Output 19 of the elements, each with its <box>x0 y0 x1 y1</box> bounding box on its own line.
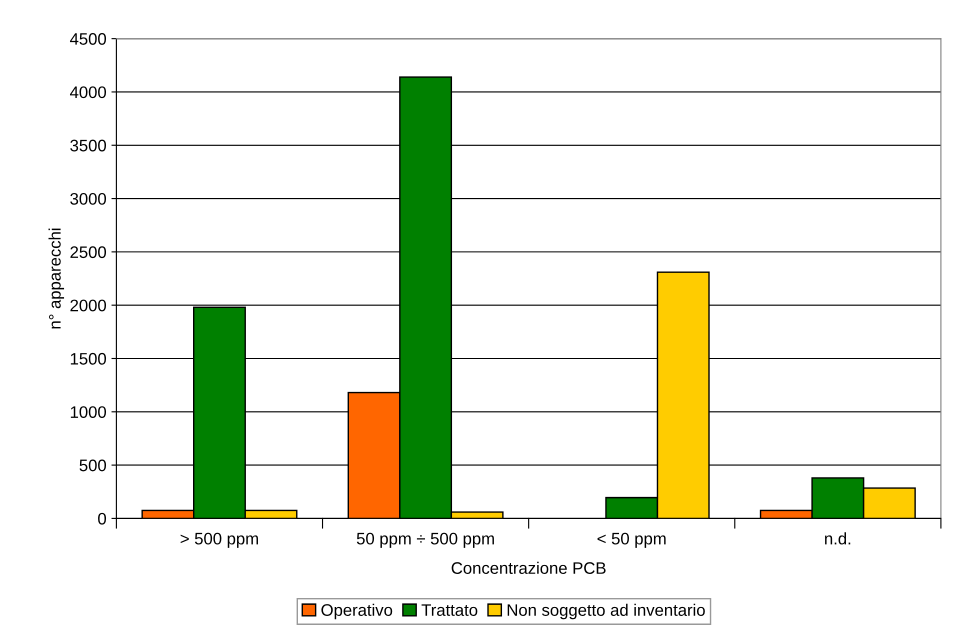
y-tick-label: 3500 <box>70 140 106 152</box>
y-tick-label: 1500 <box>70 352 106 365</box>
x-axis-title: Concentrazione PCB <box>452 562 606 574</box>
x-tick-label: < 50 ppm <box>598 532 666 548</box>
y-tick-label: 3000 <box>70 192 106 205</box>
y-tick-label: 2500 <box>70 246 106 258</box>
legend-label: Trattato <box>422 604 478 616</box>
x-tick-label: 50 ppm ÷ 500 ppm <box>356 532 494 548</box>
y-tick-label: 4500 <box>70 33 106 45</box>
y-tick-label: 0 <box>98 512 106 525</box>
x-tick-label: n.d. <box>825 532 850 545</box>
legend-label: Operativo <box>321 604 392 620</box>
legend-label: Non soggetto ad inventario <box>508 604 705 620</box>
y-tick-label: 1000 <box>70 406 106 418</box>
y-tick-label: 500 <box>80 460 106 472</box>
y-tick-label: 2000 <box>70 300 106 312</box>
x-tick-label: > 500 ppm <box>180 532 258 548</box>
y-axis-title: n° apparecchi <box>48 228 64 328</box>
y-tick-label: 4000 <box>70 86 106 98</box>
